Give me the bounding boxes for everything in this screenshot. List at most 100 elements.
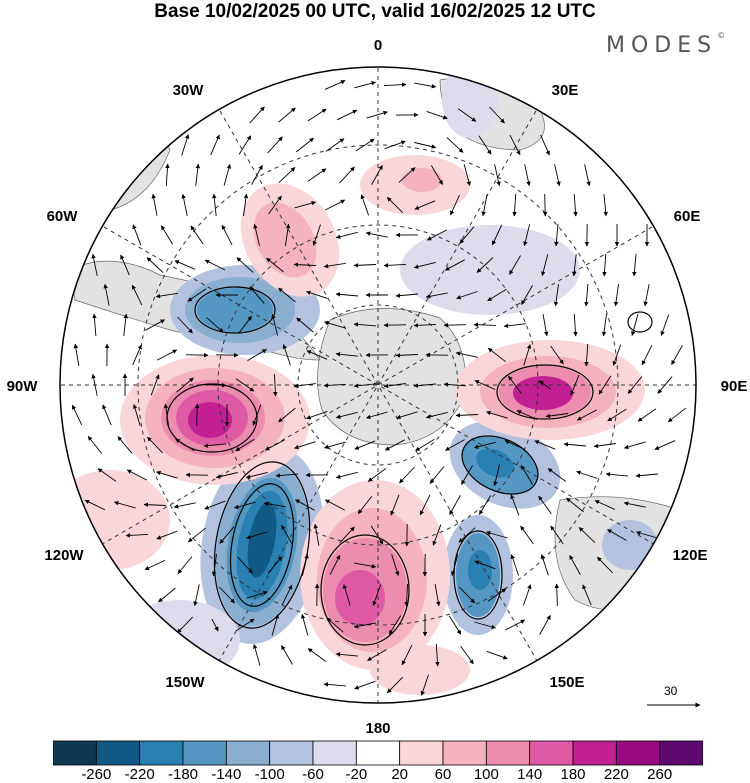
wind-arrow <box>534 440 556 450</box>
wind-arrow <box>354 81 377 89</box>
wind-arrow <box>253 223 260 246</box>
wind-arrow <box>296 137 314 153</box>
wind-arrow <box>177 556 193 574</box>
colorbar-swatch <box>615 740 661 766</box>
lon-label-120w: 120W <box>44 547 84 564</box>
wind-arrow <box>627 376 643 394</box>
colorbar-tick-label: -220 <box>124 766 155 783</box>
wind-arrow <box>339 166 355 184</box>
wind-arrow <box>306 290 328 299</box>
wind-arrow <box>367 468 387 482</box>
wind-arrow <box>641 344 653 366</box>
wind-arrow <box>271 313 279 336</box>
colorbar-swatch <box>139 740 184 766</box>
wind-arrow <box>323 262 346 269</box>
wind-arrow <box>212 193 217 216</box>
wind-arrow <box>210 134 220 156</box>
wind-arrow <box>313 523 320 546</box>
wind-arrow <box>151 193 158 216</box>
wind-arrow <box>281 525 293 545</box>
wind-arrow <box>302 553 309 576</box>
wind-arrow <box>245 471 268 479</box>
wind-arrow <box>365 231 388 238</box>
wind-arrow <box>293 383 316 389</box>
wind-arrow <box>370 525 384 545</box>
wind-arrow <box>284 223 291 246</box>
wind-arrow <box>396 411 418 420</box>
wind-arrow <box>354 680 376 690</box>
wind-arrow <box>307 168 327 182</box>
wind-arrow <box>522 584 532 606</box>
wind-arrow <box>173 502 196 509</box>
wind-arrow <box>520 525 534 545</box>
wind-arrow <box>487 588 507 602</box>
wind-arrow <box>339 526 355 544</box>
wind-arrow <box>425 292 448 299</box>
wind-arrow <box>613 284 619 307</box>
wind-arrow <box>554 164 561 187</box>
wind-arrow <box>383 383 406 389</box>
wind-arrow <box>563 442 587 447</box>
wind-arrow <box>458 586 476 604</box>
wind-arrow <box>246 531 268 540</box>
wind-arrow <box>97 468 117 482</box>
wind-arrow <box>335 231 358 239</box>
wind-arrow <box>306 350 328 360</box>
wind-arrow <box>300 613 309 636</box>
antarctica-land <box>317 308 466 446</box>
wind-arrow <box>294 441 316 450</box>
colorbar-tick-label: 60 <box>434 766 452 783</box>
wind-arrow <box>324 199 346 211</box>
wind-arrow <box>493 464 500 487</box>
wind-arrow <box>271 613 280 636</box>
wind-arrow <box>456 291 478 300</box>
wind-arrow <box>251 165 263 185</box>
wind-arrow <box>102 404 112 426</box>
wind-arrow <box>391 554 400 576</box>
colorbar-tick-label: -60 <box>302 766 324 783</box>
wind-arrow <box>326 617 344 633</box>
wind-arrow <box>132 224 142 246</box>
wind-arrow <box>147 436 163 454</box>
wind-arrow <box>329 554 341 576</box>
wind-arrow <box>623 441 646 450</box>
wind-arrow <box>443 322 467 328</box>
wind-arrow <box>449 495 461 515</box>
wind-arrow <box>264 439 285 451</box>
wind-arrow <box>443 382 467 387</box>
wind-arrow <box>455 413 479 418</box>
wind-arrow <box>383 82 407 87</box>
wind-arrow <box>554 583 559 607</box>
wind-arrow <box>541 254 549 277</box>
wind-arrow <box>355 138 375 152</box>
wind-arrow <box>491 224 503 246</box>
wind-arrow <box>235 438 255 452</box>
wind-arrow <box>460 645 474 665</box>
colorbar-tick-label: -180 <box>167 766 199 783</box>
wind-arrow <box>435 643 440 667</box>
wind-arrow <box>566 497 584 513</box>
colorbar-tick-label: 180 <box>560 766 586 783</box>
colorbar-tick-label: 220 <box>603 766 629 783</box>
wind-arrow <box>623 501 646 508</box>
wind-arrow <box>510 554 519 576</box>
lon-label-90e: 90E <box>721 378 748 395</box>
colorbar-swatch <box>529 740 574 766</box>
colorbar-swatch <box>399 740 444 766</box>
wind-arrow <box>181 134 190 156</box>
lon-label-120e: 120E <box>672 547 707 564</box>
wind-arrow <box>238 315 252 335</box>
colorbar-swatch <box>225 740 271 766</box>
colorbar-tick-label: 100 <box>473 766 499 783</box>
wind-arrow <box>582 584 592 606</box>
wind-arrow <box>204 259 226 271</box>
wind-arrow <box>386 676 404 694</box>
wind-arrow <box>188 527 206 543</box>
wind-arrow <box>509 134 521 156</box>
wind-arrow <box>293 262 317 267</box>
wind-arrow <box>432 524 442 546</box>
wind-arrow <box>145 319 165 331</box>
wind-arrow <box>307 108 327 122</box>
wind-arrow <box>542 314 549 337</box>
